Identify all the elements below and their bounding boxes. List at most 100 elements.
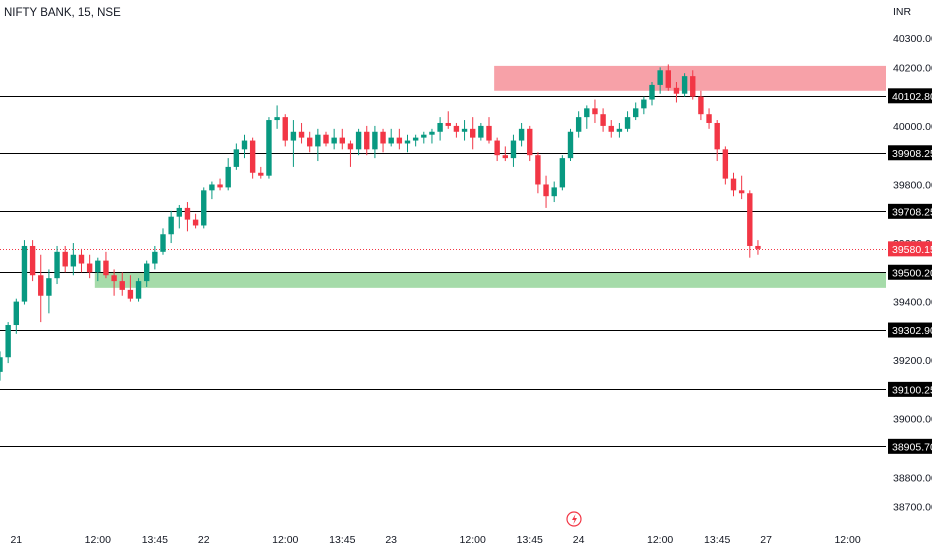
candle[interactable] [494,137,500,162]
candle[interactable] [690,70,696,100]
candle[interactable] [152,245,158,270]
candle[interactable] [510,134,517,167]
candle[interactable] [274,105,280,129]
candle[interactable] [46,269,52,314]
candle[interactable] [445,111,451,129]
candle[interactable] [738,175,745,200]
candle[interactable] [103,251,109,279]
candle[interactable] [282,114,288,147]
candle[interactable] [184,202,191,232]
candle[interactable] [722,146,729,185]
candle[interactable] [453,122,460,138]
candle[interactable] [681,73,688,97]
candle[interactable] [54,245,60,285]
level-price-label[interactable]: 39908.25 [888,145,932,161]
candle[interactable] [461,120,468,141]
candle[interactable] [78,248,85,273]
candle[interactable] [616,122,623,138]
candle[interactable] [119,272,125,296]
candle[interactable] [412,134,419,147]
candle[interactable] [543,175,549,208]
candle[interactable] [21,240,28,305]
candle[interactable] [437,117,443,141]
candle[interactable] [241,134,248,159]
candle[interactable] [347,140,354,167]
candle[interactable] [144,260,150,287]
candle[interactable] [747,190,753,258]
candle[interactable] [201,187,207,229]
candle[interactable] [339,128,345,150]
candle[interactable] [470,117,476,150]
candle[interactable] [673,81,680,103]
candle[interactable] [355,128,362,156]
candle[interactable] [388,128,394,147]
candle[interactable] [233,143,240,170]
level-price-label[interactable]: 38905.70 [888,438,932,454]
candle[interactable] [730,172,737,197]
candle[interactable] [258,166,264,179]
level-price-label[interactable]: 39708.25 [888,203,932,219]
candle[interactable] [567,128,574,162]
candle[interactable] [518,122,525,147]
level-price-label[interactable]: 39500.20 [888,264,932,280]
candle[interactable] [13,298,19,334]
candle[interactable] [209,181,215,200]
candle[interactable] [714,120,720,162]
candle[interactable] [592,99,598,123]
candle[interactable] [396,128,403,150]
candle[interactable] [478,122,484,141]
candle[interactable] [649,81,655,106]
candle[interactable] [86,254,93,279]
candle[interactable] [5,322,11,364]
candle[interactable] [608,120,614,138]
candle[interactable] [70,243,77,276]
candle[interactable] [575,111,582,138]
candle[interactable] [249,137,256,179]
candle[interactable] [290,120,297,167]
candle[interactable] [600,108,606,132]
candle[interactable] [657,67,663,94]
candle[interactable] [266,117,272,179]
candle[interactable] [38,254,44,323]
candle[interactable] [559,155,566,191]
candle[interactable] [641,96,647,115]
flash-icon[interactable] [566,511,582,527]
candle[interactable] [698,90,704,121]
last-price-label[interactable]: 39580.15 [888,241,932,257]
candle[interactable] [160,228,166,255]
candle[interactable] [527,125,533,162]
candle[interactable] [225,158,231,191]
candle[interactable] [217,178,223,191]
candle[interactable] [429,128,435,144]
candle[interactable] [0,351,3,381]
candle[interactable] [364,125,370,156]
level-price-label[interactable]: 39100.25 [888,381,932,397]
candle[interactable] [315,128,321,162]
candle[interactable] [95,257,101,282]
demand-zone[interactable] [94,272,887,288]
candle[interactable] [380,128,386,153]
candle[interactable] [176,204,182,229]
candle[interactable] [372,125,378,159]
level-price-label[interactable]: 39302.90 [888,322,932,338]
candle[interactable] [127,275,134,302]
candle[interactable] [633,102,639,121]
time-axis[interactable]: 21 12:00 13:45 22 12:00 13:45 23 12:00 13:45 24 12… [10,534,860,546]
candle[interactable] [486,117,492,144]
level-price-label[interactable]: 40102.80 [888,88,932,104]
candle[interactable] [135,278,142,302]
candle[interactable] [323,131,329,147]
candle[interactable] [29,240,36,282]
candle[interactable] [584,105,590,129]
candle[interactable] [502,146,508,162]
candle[interactable] [665,64,671,91]
candle[interactable] [404,134,411,153]
candle[interactable] [62,245,68,273]
candle[interactable] [192,213,199,229]
candle[interactable] [755,240,761,255]
candle[interactable] [331,128,337,150]
candle[interactable] [421,131,427,144]
candle[interactable] [111,269,117,296]
candle[interactable] [168,210,174,244]
